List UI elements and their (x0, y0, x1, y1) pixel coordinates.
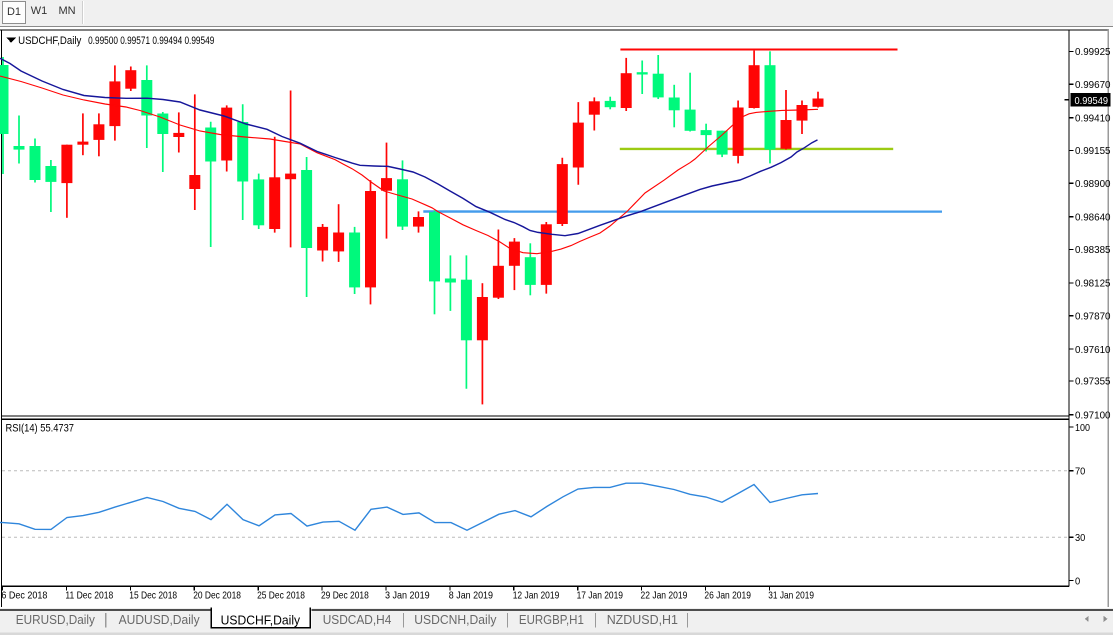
svg-text:12 Jan 2019: 12 Jan 2019 (513, 590, 560, 601)
svg-text:USDCHF,Daily: USDCHF,Daily (221, 613, 301, 627)
svg-text:8 Jan 2019: 8 Jan 2019 (449, 590, 493, 601)
svg-text:26 Jan 2019: 26 Jan 2019 (704, 590, 751, 601)
svg-text:NZDUSD,H1: NZDUSD,H1 (607, 613, 678, 627)
svg-text:31 Jan 2019: 31 Jan 2019 (768, 590, 814, 601)
svg-text:USDCNH,Daily: USDCNH,Daily (414, 613, 497, 627)
svg-text:0: 0 (1075, 576, 1080, 587)
svg-text:11 Dec 2018: 11 Dec 2018 (65, 590, 113, 601)
svg-text:25 Dec 2018: 25 Dec 2018 (257, 590, 305, 601)
svg-text:0.98900: 0.98900 (1075, 179, 1111, 190)
svg-text:100: 100 (1075, 423, 1090, 434)
svg-text:70: 70 (1075, 466, 1085, 477)
svg-text:20 Dec 2018: 20 Dec 2018 (193, 590, 241, 601)
svg-text:EURUSD,Daily: EURUSD,Daily (16, 613, 96, 627)
svg-text:15 Dec 2018: 15 Dec 2018 (129, 590, 177, 601)
svg-text:22 Jan 2019: 22 Jan 2019 (641, 590, 688, 601)
svg-text:0.99925: 0.99925 (1075, 47, 1111, 58)
svg-text:6 Dec 2018: 6 Dec 2018 (1, 590, 47, 601)
svg-text:0.99500 0.99571 0.99494 0.9954: 0.99500 0.99571 0.99494 0.99549 (88, 35, 214, 47)
svg-text:0.99155: 0.99155 (1075, 146, 1111, 157)
svg-text:0.97610: 0.97610 (1075, 345, 1111, 356)
svg-text:USDCHF,Daily: USDCHF,Daily (18, 35, 82, 47)
svg-text:17 Jan 2019: 17 Jan 2019 (577, 590, 624, 601)
svg-text:0.98385: 0.98385 (1075, 245, 1111, 256)
svg-text:EURGBP,H1: EURGBP,H1 (519, 613, 584, 627)
svg-text:3 Jan 2019: 3 Jan 2019 (385, 590, 430, 601)
svg-text:0.99549: 0.99549 (1075, 96, 1109, 107)
svg-text:29 Dec 2018: 29 Dec 2018 (321, 590, 369, 601)
svg-text:RSI(14) 55.4737: RSI(14) 55.4737 (6, 423, 75, 435)
svg-text:30: 30 (1075, 533, 1085, 544)
svg-text:0.97100: 0.97100 (1075, 410, 1111, 421)
svg-text:0.98640: 0.98640 (1075, 212, 1111, 223)
svg-text:USDCAD,H4: USDCAD,H4 (323, 613, 392, 627)
svg-text:0.97355: 0.97355 (1075, 377, 1111, 388)
svg-text:0.99410: 0.99410 (1075, 113, 1111, 124)
svg-text:0.97870: 0.97870 (1075, 311, 1111, 322)
svg-text:0.98125: 0.98125 (1075, 279, 1111, 290)
svg-text:0.99670: 0.99670 (1075, 80, 1111, 91)
svg-text:AUDUSD,Daily: AUDUSD,Daily (119, 613, 201, 627)
